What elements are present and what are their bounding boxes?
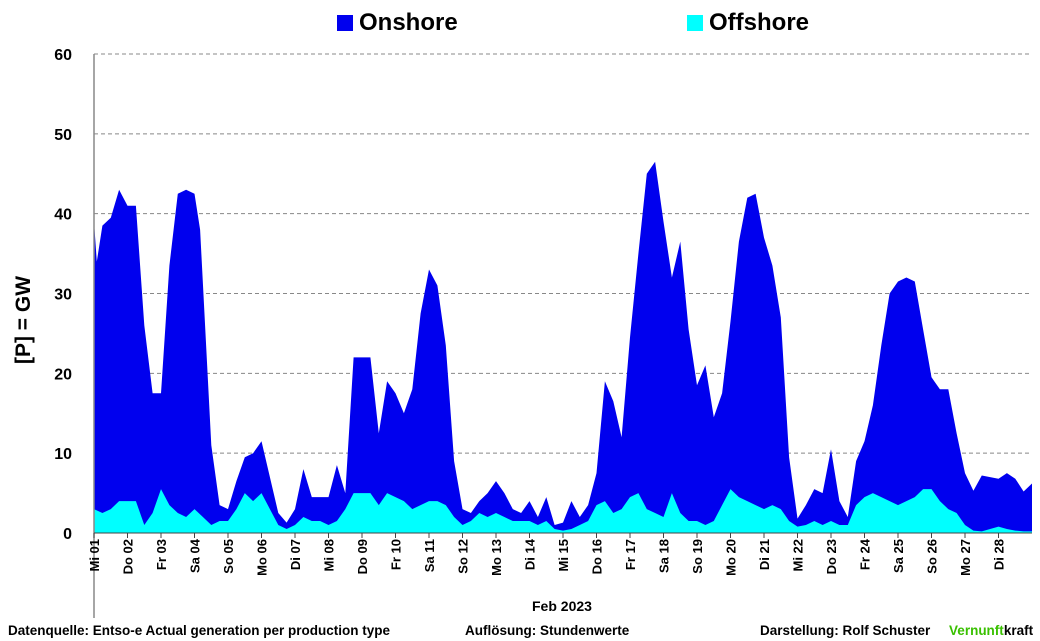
brand-kraft: kraft: [1003, 623, 1034, 638]
x-tick-label-11: Sa 11: [422, 539, 437, 572]
legend-onshore-swatch: [337, 15, 353, 31]
x-tick-label-25: Sa 25: [891, 539, 906, 573]
x-tick-label-21: Di 21: [757, 539, 772, 570]
x-tick-label-3: Fr 03: [154, 539, 169, 570]
x-tick-label-18: Sa 18: [657, 539, 672, 573]
series-offshore-area: [94, 489, 1032, 533]
x-tick-label-15: Mi 15: [556, 539, 571, 572]
x-tick-label-24: Fr 24: [858, 538, 873, 570]
legend-offshore: Offshore: [687, 8, 809, 38]
y-tick-label-60: 60: [54, 47, 72, 64]
x-tick-label-14: Di 14: [523, 538, 538, 570]
footer-resolution: Auflösung: Stundenwerte: [465, 623, 630, 638]
x-tick-label-8: Mi 08: [322, 539, 337, 572]
y-tick-label-50: 50: [54, 127, 72, 144]
y-tick-label-20: 20: [54, 366, 72, 383]
legend-offshore-label: Offshore: [709, 9, 810, 36]
x-tick-label-2: Do 02: [121, 539, 136, 574]
series-onshore-area: [94, 161, 1032, 534]
y-tick-label-0: 0: [63, 526, 72, 543]
x-tick-label-4: Sa 04: [188, 538, 203, 573]
x-tick-label-28: Di 28: [992, 539, 1007, 570]
x-tick-label-10: Fr 10: [389, 539, 404, 570]
x-tick-label-7: Di 07: [288, 539, 303, 570]
x-tick-label-27: Mo 27: [958, 539, 973, 576]
brand-vernunft: Vernunft: [949, 623, 1004, 638]
x-tick-label-5: So 05: [221, 539, 236, 574]
x-tick-label-1: Mi 01: [87, 539, 102, 572]
x-tick-label-19: So 19: [690, 539, 705, 574]
y-tick-label-40: 40: [54, 207, 72, 224]
x-tick-label-16: Do 16: [590, 539, 605, 574]
x-tick-label-6: Mo 06: [255, 539, 270, 576]
legend-offshore-swatch: [687, 15, 703, 31]
y-tick-label-10: 10: [54, 446, 72, 463]
footer-credit-author: Darstellung: Rolf Schuster: [760, 623, 931, 638]
x-axis-title: Feb 2023: [532, 598, 592, 614]
x-tick-label-17: Fr 17: [623, 539, 638, 570]
legend-onshore: Onshore: [337, 8, 458, 38]
x-tick-label-13: Mo 13: [489, 539, 504, 576]
x-tick-label-12: So 12: [456, 539, 471, 574]
x-tick-label-26: So 26: [925, 539, 940, 574]
legend-onshore-label: Onshore: [359, 9, 458, 36]
x-tick-label-22: Mi 22: [791, 539, 806, 572]
x-tick-label-20: Mo 20: [724, 539, 739, 576]
x-tick-label-23: Do 23: [824, 539, 839, 574]
footer-source: Datenquelle: Entso-e Actual generation p…: [8, 623, 391, 638]
x-tick-label-9: Do 09: [355, 539, 370, 574]
footer-credit: Darstellung: Rolf Schuster Vernunftkraft: [760, 623, 1033, 638]
y-tick-label-30: 30: [54, 287, 72, 304]
